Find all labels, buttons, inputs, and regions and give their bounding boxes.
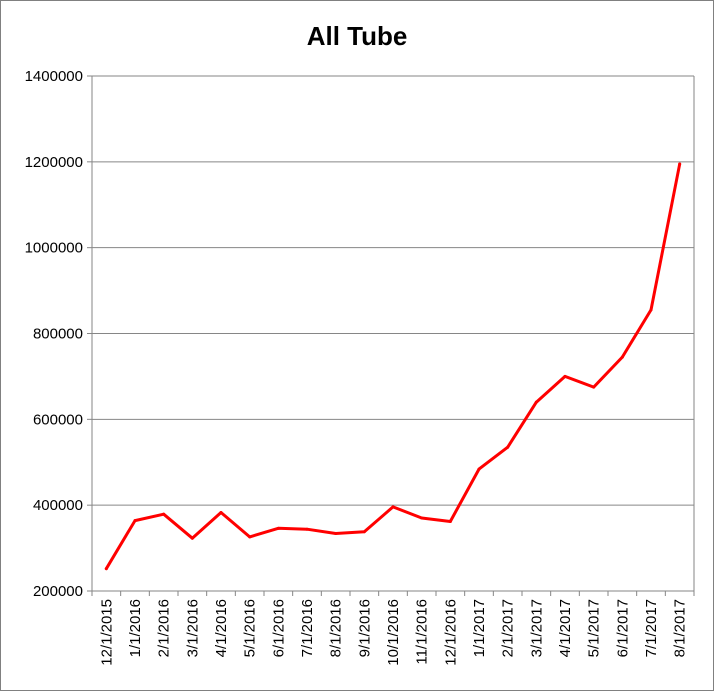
chart-title: All Tube [307, 21, 408, 51]
data-point [219, 510, 223, 514]
data-point [506, 445, 510, 449]
data-point [104, 567, 108, 571]
x-tick-label: 8/1/2016 [328, 599, 345, 657]
x-tick-label: 1/1/2016 [127, 599, 144, 657]
data-point [563, 374, 567, 378]
data-point [649, 308, 653, 312]
data-point [620, 355, 624, 359]
x-tick-label: 2/1/2016 [156, 599, 173, 657]
data-point [162, 512, 166, 516]
data-point [420, 516, 424, 520]
x-tick-label: 12/1/2016 [442, 599, 459, 666]
x-tick-label: 4/1/2017 [557, 599, 574, 657]
data-point [248, 535, 252, 539]
y-tick-label: 1000000 [25, 240, 83, 257]
x-tick-label: 7/1/2016 [299, 599, 316, 657]
x-tick-label: 5/1/2016 [242, 599, 259, 657]
data-point [190, 536, 194, 540]
x-tick-label: 9/1/2016 [356, 599, 373, 657]
x-tick-label: 6/1/2016 [270, 599, 287, 657]
gridlines [92, 75, 694, 506]
data-point [678, 162, 682, 166]
y-tick-label: 400000 [33, 497, 83, 514]
data-point [534, 400, 538, 404]
data-point [448, 519, 452, 523]
y-axis-ticks: 200000 400000 600000 800000 1000000 1200000 14… [25, 68, 92, 600]
x-tick-label: 3/1/2016 [184, 599, 201, 657]
x-tick-label: 10/1/2016 [385, 599, 402, 666]
x-tick-label: 2/1/2017 [500, 599, 517, 657]
data-point [276, 526, 280, 530]
data-point [477, 467, 481, 471]
data-point [362, 530, 366, 534]
y-tick-label: 1400000 [25, 68, 83, 85]
series-group [104, 162, 682, 571]
data-point [592, 385, 596, 389]
x-tick-label: 12/1/2015 [98, 599, 115, 666]
data-point [305, 527, 309, 531]
x-tick-label: 8/1/2017 [672, 599, 689, 657]
x-tick-label: 4/1/2016 [213, 599, 230, 657]
x-tick-label: 6/1/2017 [614, 599, 631, 657]
x-axis-ticks: 12/1/2015 1/1/2016 2/1/2016 3/1/2016 4/1/201… [91, 591, 695, 666]
x-tick-label: 1/1/2017 [471, 599, 488, 657]
data-point [133, 519, 137, 523]
y-tick-label: 1200000 [25, 154, 83, 171]
y-tick-label: 200000 [33, 583, 83, 600]
y-tick-label: 800000 [33, 326, 83, 343]
x-tick-label: 11/1/2016 [414, 599, 431, 665]
data-point [334, 531, 338, 535]
x-tick-label: 3/1/2017 [528, 599, 545, 657]
data-point [391, 505, 395, 509]
y-tick-label: 600000 [33, 411, 83, 428]
x-tick-label: 7/1/2017 [643, 599, 660, 657]
x-tick-label: 5/1/2017 [586, 599, 603, 657]
